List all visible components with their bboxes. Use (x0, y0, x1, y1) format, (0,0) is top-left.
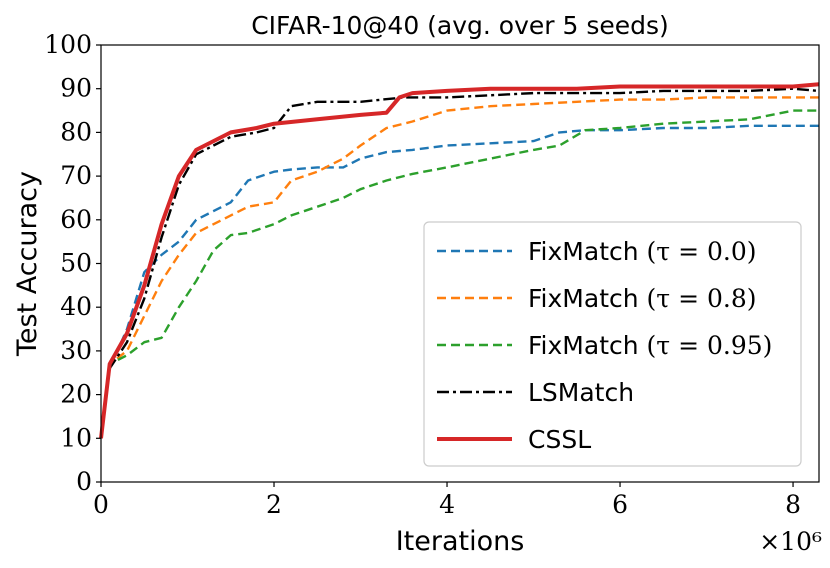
y-tick-label: 40 (60, 292, 92, 321)
x-axis-multiplier: ×10⁶ (759, 527, 822, 556)
legend-label: FixMatch (τ = 0.0) (528, 237, 756, 266)
y-axis-label: Test Accuracy (12, 171, 43, 357)
y-tick-label: 60 (60, 205, 92, 234)
legend-frame (423, 221, 802, 467)
y-tick-label: 20 (60, 380, 92, 409)
y-tick-label: 100 (44, 30, 92, 59)
y-tick-label: 80 (60, 117, 92, 146)
x-tick-label: 0 (93, 490, 109, 519)
x-tick-label: 4 (439, 490, 455, 519)
series-layer (99, 82, 820, 439)
y-tick-label: 30 (60, 336, 92, 365)
x-tick-label: 8 (785, 490, 801, 519)
tick-layer: 0 10 20 30 40 50 60 70 80 90 100 0 2 4 6 8 (44, 30, 801, 519)
x-axis-label: Iterations (396, 526, 525, 557)
legend-label: FixMatch (τ = 0.95) (528, 331, 772, 360)
y-tick-label: 90 (60, 74, 92, 103)
y-tick-label: 70 (60, 161, 92, 190)
x-tick-label: 2 (266, 490, 282, 519)
legend-label: CSSL (528, 425, 591, 454)
chart-title: CIFAR-10@40 (avg. over 5 seeds) (251, 11, 669, 40)
series-line-lsmatch (99, 87, 820, 439)
legend-label: LSMatch (528, 378, 634, 407)
y-tick-label: 0 (76, 467, 92, 496)
series-line-fixmatch-0.0 (99, 124, 819, 439)
series-line-cssl (99, 82, 820, 439)
series-line-fixmatch-0.95 (99, 109, 819, 439)
x-tick-label: 6 (612, 490, 628, 519)
legend: FixMatch (τ = 0.0) FixMatch (τ = 0.8) FixM… (423, 221, 802, 467)
legend-label: FixMatch (τ = 0.8) (528, 284, 756, 313)
y-tick-label: 10 (60, 423, 92, 452)
series-line-fixmatch-0.8 (99, 96, 819, 439)
y-tick-label: 50 (60, 249, 92, 278)
